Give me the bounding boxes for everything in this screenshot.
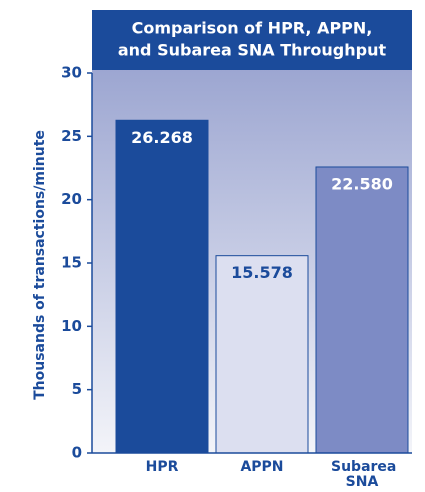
y-tick-label: 10 (61, 317, 82, 335)
y-tick-label: 5 (72, 380, 82, 398)
bar (315, 166, 409, 454)
y-tick-label: 25 (61, 127, 82, 145)
value-label: 15.578 (231, 263, 293, 282)
x-tick-label: Subarea SNA (331, 459, 397, 490)
chart-title: Comparison of HPR, APPN, (132, 19, 373, 38)
value-label: 26.268 (131, 128, 193, 147)
bar (215, 255, 309, 454)
y-tick-label: 0 (72, 444, 82, 462)
y-tick-label: 15 (61, 254, 82, 272)
y-axis-label: Thousands of transactions/minute (32, 130, 48, 400)
chart-title: and Subarea SNA Throughput (118, 41, 387, 60)
y-tick-label: 30 (61, 64, 82, 82)
bar (115, 119, 209, 454)
title-box (92, 10, 412, 70)
x-tick-label: HPR (145, 459, 179, 475)
x-tick-label: APPN (240, 459, 284, 475)
value-label: 22.580 (331, 174, 393, 193)
y-tick-label: 20 (61, 190, 82, 208)
